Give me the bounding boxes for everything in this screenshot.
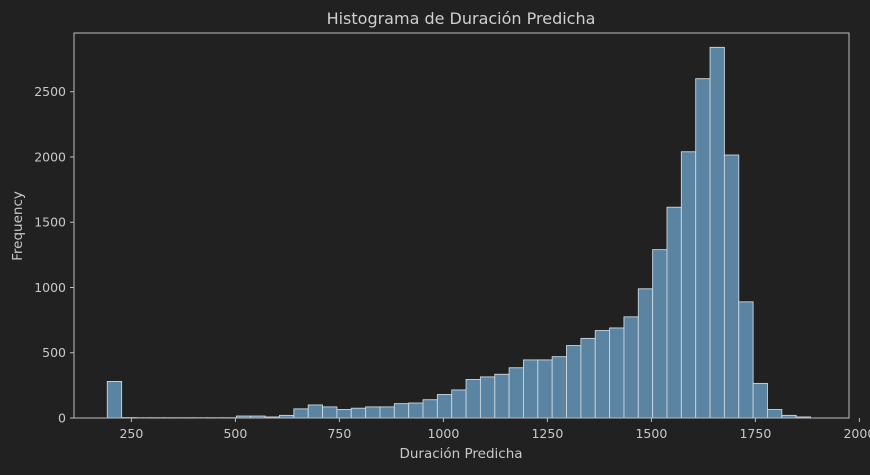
- histogram-bar: [409, 403, 423, 418]
- histogram-bar: [495, 374, 509, 418]
- histogram-bar: [107, 381, 121, 418]
- histogram-bar: [595, 331, 609, 418]
- histogram-bar: [681, 152, 695, 418]
- histogram-bar: [567, 346, 581, 418]
- histogram-bar: [323, 407, 337, 418]
- histogram-bar: [653, 250, 667, 418]
- histogram-bar: [294, 409, 308, 418]
- histogram-bar: [509, 368, 523, 418]
- histogram-bar: [437, 395, 451, 418]
- x-axis-ticks: 250 500 750 1000 1250 1500 1750 2000: [119, 418, 870, 441]
- x-tick-label: 750: [327, 426, 351, 441]
- histogram-bar: [308, 405, 322, 418]
- chart-title: Histograma de Duración Predicha: [327, 9, 596, 28]
- y-axis-ticks: 0 500 1000 1500 2000 2500: [34, 84, 74, 425]
- y-tick-label: 500: [42, 345, 66, 360]
- histogram-bar: [366, 407, 380, 418]
- x-tick-label: 1500: [635, 426, 667, 441]
- x-tick-label: 1750: [739, 426, 771, 441]
- histogram-bar: [581, 338, 595, 418]
- histogram-bar: [767, 410, 781, 418]
- x-tick-label: 1250: [531, 426, 563, 441]
- histogram-bar: [351, 408, 365, 418]
- y-axis-label: Frequency: [10, 191, 26, 261]
- x-tick-label: 500: [223, 426, 247, 441]
- histogram-bar: [452, 390, 466, 418]
- y-tick-label: 1000: [34, 280, 66, 295]
- histogram-bar: [724, 155, 738, 418]
- histogram-bar: [696, 79, 710, 418]
- y-tick-label: 2500: [34, 84, 66, 99]
- histogram-bar: [638, 289, 652, 418]
- y-tick-label: 0: [58, 411, 66, 426]
- histogram-bar: [523, 360, 537, 418]
- histogram-bar: [610, 328, 624, 418]
- histogram-bar: [710, 47, 724, 418]
- histogram-bar: [337, 410, 351, 418]
- x-tick-label: 1000: [427, 426, 459, 441]
- x-axis-label: Duración Predicha: [399, 446, 522, 462]
- y-tick-label: 1500: [34, 215, 66, 230]
- histogram-bar: [753, 383, 767, 418]
- histogram-bar: [739, 302, 753, 418]
- histogram-bar: [667, 207, 681, 418]
- histogram-bar: [624, 317, 638, 418]
- histogram-bar: [480, 377, 494, 418]
- y-tick-label: 2000: [34, 149, 66, 164]
- histogram-bar: [423, 400, 437, 418]
- histogram-bar: [394, 404, 408, 418]
- histogram-bar: [552, 357, 566, 418]
- histogram-bar: [466, 380, 480, 419]
- x-tick-label: 2000: [843, 426, 870, 441]
- histogram-bars: [107, 47, 810, 418]
- x-tick-label: 250: [119, 426, 143, 441]
- histogram-bar: [538, 360, 552, 418]
- histogram-bar: [380, 407, 394, 418]
